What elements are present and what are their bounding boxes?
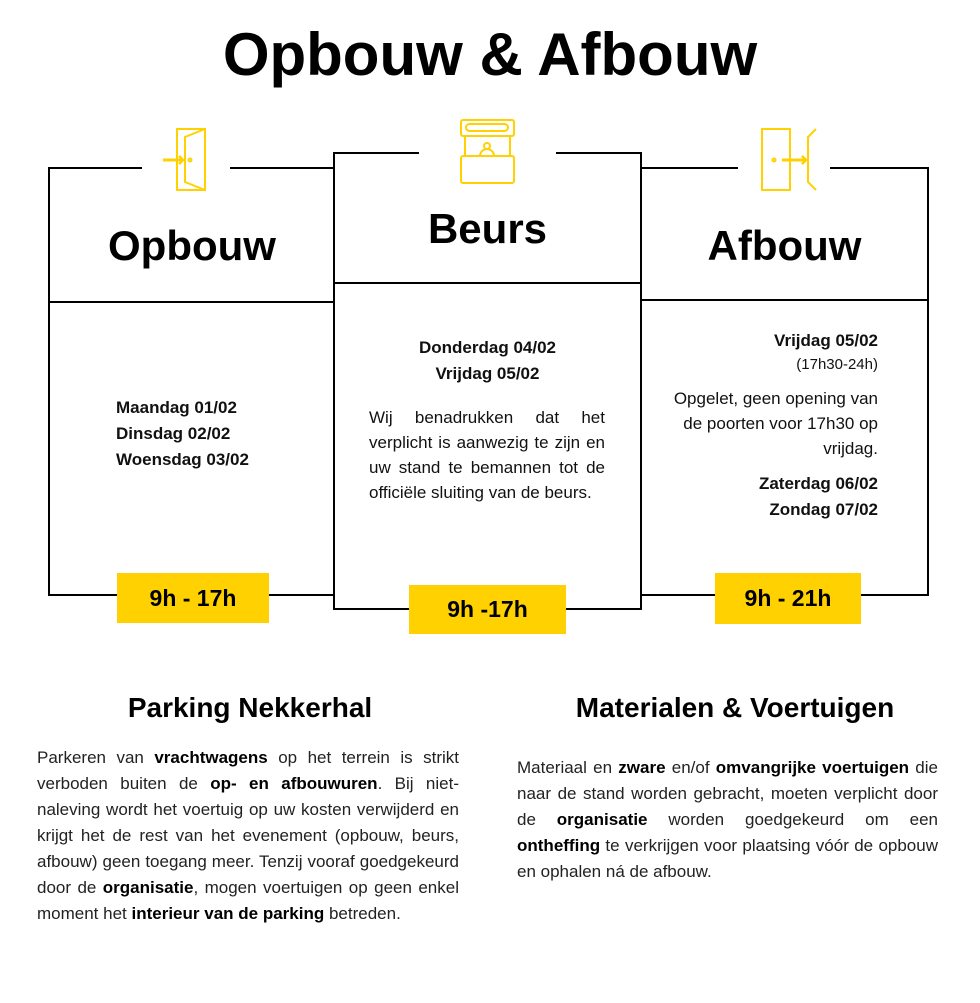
door-exit-icon (761, 128, 817, 191)
beurs-days: Donderdag 04/02 Vrijdag 05/02 (334, 335, 641, 387)
text-segment: worden goedgekeurd om een (647, 810, 938, 829)
emphasis-text: omvangrijke voertuigen (715, 758, 910, 777)
day: Zondag 07/02 (769, 500, 878, 519)
materials-title: Materialen & Voertuigen (575, 692, 895, 723)
column-title-beurs: Beurs (427, 205, 548, 252)
text-segment: Parkeren van (37, 748, 155, 767)
text-segment: op het terrein is strikt verboden buiten… (37, 748, 459, 793)
hours-badge-opbouw: 9h - 17h (117, 573, 269, 623)
day: Zaterdag 06/02 (758, 474, 878, 493)
text-segment: die naar de stand worden gebracht, moete… (517, 758, 938, 829)
hours-badge-afbouw: 9h - 21h (715, 573, 861, 624)
day: Woensdag 03/02 (116, 450, 249, 469)
text-segment: te verkrijgen voor plaatsing vóór de opb… (517, 836, 938, 881)
text-segment: Materiaal en (517, 758, 619, 777)
column-title-afbouw: Afbouw (707, 222, 862, 269)
column-title-opbouw: Opbouw (108, 222, 276, 269)
time-note: (17h30-24h) (796, 356, 878, 373)
day: Donderdag 04/02 (419, 338, 556, 357)
door-enter-icon (163, 128, 206, 191)
emphasis-text: zware (618, 758, 666, 777)
day: Vrijdag 05/02 (435, 364, 540, 383)
emphasis-text: vrachtwagens (154, 748, 268, 767)
parking-title: Parking Nekkerhal (127, 692, 373, 723)
text-segment: . Bij niet-naleving wordt het voertuig o… (37, 774, 460, 897)
emphasis-text: op- en afbouwuren (210, 774, 378, 793)
hours-badge-beurs: 9h -17h (409, 585, 566, 634)
emphasis-text: interieur van de parking (131, 904, 325, 923)
emphasis-text: ontheffing (517, 836, 601, 855)
afbouw-info: Vrijdag 05/02 (17h30-24h) Opgelet, geen … (660, 328, 878, 523)
page-title: Opbouw & Afbouw (222, 21, 758, 88)
emphasis-text: organisatie (102, 878, 194, 897)
opbouw-days: Maandag 01/02 Dinsdag 02/02 Woensdag 03/… (116, 395, 249, 473)
materials-text: Materiaal en zware en/of omvangrijke voe… (517, 755, 938, 885)
day: Dinsdag 02/02 (116, 424, 231, 443)
text-segment: , mogen voertuigen op geen enkel moment … (37, 878, 459, 923)
parking-text: Parkeren van vrachtwagens op het terrein… (37, 745, 459, 927)
text-segment: betreden. (324, 904, 401, 923)
day: Maandag 01/02 (116, 398, 237, 417)
beurs-note: Wij benadrukken dat het verplicht is aan… (369, 408, 605, 502)
day: Vrijdag 05/02 (774, 331, 878, 350)
emphasis-text: organisatie (556, 810, 648, 829)
afbouw-note: Opgelet, geen opening van de poorten voo… (673, 389, 878, 458)
text-segment: en/of (665, 758, 716, 777)
booth-icon (460, 119, 515, 184)
